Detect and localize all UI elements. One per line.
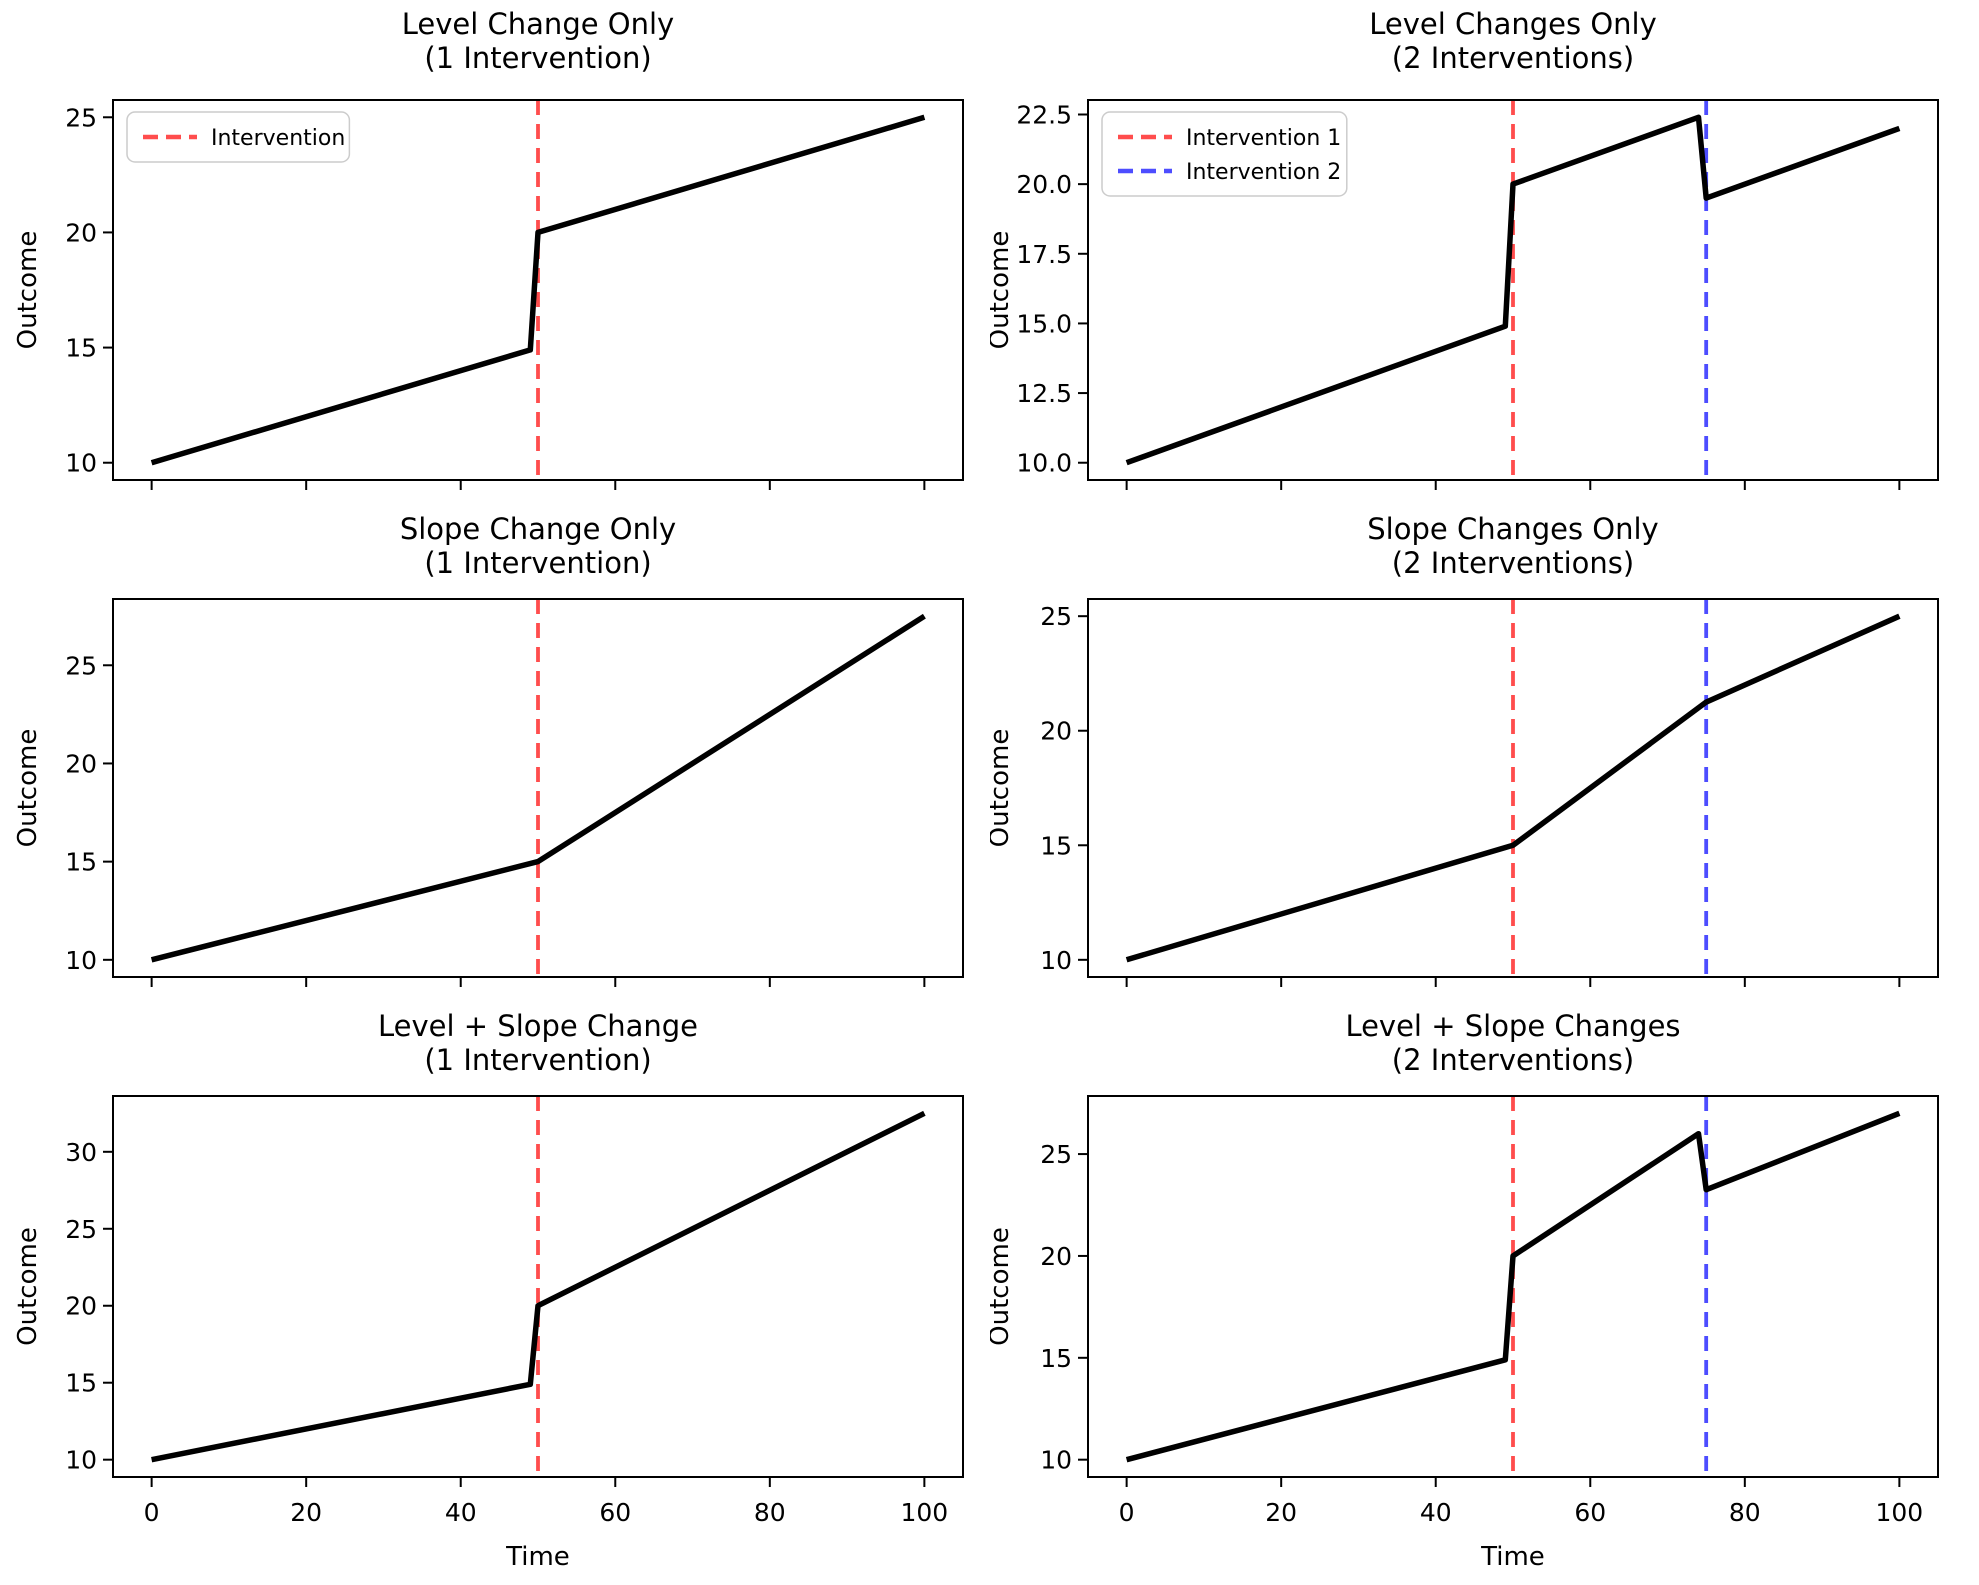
subplot-title-line2: (2 Interventions) xyxy=(1392,1043,1634,1077)
subplot-title-line1: Level Changes Only xyxy=(1369,7,1657,41)
subplot-level-slope-changes-2-interventions: Level + Slope Changes (2 Interventions) 10… xyxy=(985,992,1979,1585)
y-axis-tick-label: 25 xyxy=(1040,1140,1072,1169)
x-axis-label: Time xyxy=(505,1542,570,1572)
y-axis-label: Outcome xyxy=(13,729,43,848)
plot-frame xyxy=(112,1095,964,1478)
y-axis-tick-label: 15 xyxy=(65,1369,97,1398)
y-axis-tick-label: 10.0 xyxy=(1016,449,1072,478)
subplot-title-line1: Level Change Only xyxy=(402,7,674,41)
y-axis-tick-label: 30 xyxy=(65,1138,97,1167)
y-axis-tick-label: 20 xyxy=(65,749,97,778)
data-line-outcome xyxy=(150,613,926,963)
legend-box xyxy=(126,111,351,163)
chart-svg: Level + Slope Change(1 Intervention) 10 15… xyxy=(13,1009,964,1572)
plot-frame xyxy=(112,99,964,481)
subplot-title-line1: Slope Change Only xyxy=(400,512,676,546)
subplot-title-line1: Level + Slope Changes xyxy=(1345,1009,1680,1043)
y-axis-tick-label: 20 xyxy=(1040,1242,1072,1271)
y-axis-tick-label: 20 xyxy=(1040,717,1072,746)
chart-svg: Level + Slope Changes(2 Interventions) 10… xyxy=(985,1009,1939,1572)
y-axis-tick-label: 25 xyxy=(65,1215,97,1244)
legend-label: Intervention xyxy=(211,126,345,151)
subplot-title-line2: (2 Interventions) xyxy=(1392,41,1634,75)
legend-label: Intervention 2 xyxy=(1186,160,1341,185)
chart-svg: Level Changes Only(2 Interventions) 10.0 1… xyxy=(985,7,1939,490)
y-axis-label: Outcome xyxy=(13,231,43,350)
subplot-level-change-1-intervention: Level Change Only (1 Intervention) 10 15 20 2… xyxy=(0,0,990,495)
y-axis-label: Outcome xyxy=(990,729,1015,848)
y-axis-tick-label: 17.5 xyxy=(1016,240,1072,269)
y-axis-label: Outcome xyxy=(990,231,1015,350)
x-axis-tick-label: 40 xyxy=(445,1498,477,1527)
legend-box xyxy=(1101,111,1348,197)
x-axis-tick-label: 100 xyxy=(1876,1498,1924,1527)
legend: Intervention 1 Intervention 2 xyxy=(1101,111,1348,197)
y-axis-tick-label: 25 xyxy=(65,103,97,132)
y-axis-tick-label: 12.5 xyxy=(1016,379,1072,408)
data-line-outcome xyxy=(151,1110,926,1463)
y-axis-tick-label: 10 xyxy=(65,946,97,975)
plot-frame xyxy=(1087,1095,1939,1478)
subplot-title-line1: Level + Slope Change xyxy=(378,1009,698,1043)
y-axis-tick-label: 25 xyxy=(65,651,97,680)
x-axis-tick-label: 60 xyxy=(1574,1498,1606,1527)
x-axis-tick-label: 60 xyxy=(599,1498,631,1527)
subplot-title-line2: (2 Interventions) xyxy=(1392,546,1634,580)
x-axis-tick-label: 40 xyxy=(1420,1498,1452,1527)
chart-svg: Slope Changes Only(2 Interventions) 10 15 2… xyxy=(985,512,1939,987)
y-axis-tick-label: 10 xyxy=(65,449,97,478)
data-line-outcome xyxy=(150,114,926,466)
y-axis-label: Outcome xyxy=(13,1227,43,1346)
x-axis-tick-label: 20 xyxy=(290,1498,322,1527)
x-axis-tick-label: 20 xyxy=(1265,1498,1297,1527)
plot-frame xyxy=(1087,598,1939,978)
subplot-slope-change-1-intervention: Slope Change Only (1 Intervention) 10 15 20 2… xyxy=(0,495,990,992)
chart-svg: Slope Change Only(1 Intervention) 10 15 20 2… xyxy=(13,512,964,987)
y-axis-tick-label: 10 xyxy=(65,1446,97,1475)
y-axis-tick-label: 25 xyxy=(1040,602,1072,631)
subplot-slope-changes-2-interventions: Slope Changes Only (2 Interventions) 10 15 2… xyxy=(985,495,1979,992)
y-axis-tick-label: 15 xyxy=(1040,831,1072,860)
subplot-level-changes-2-interventions: Level Changes Only (2 Interventions) 10.0 1… xyxy=(985,0,1979,495)
x-axis-tick-label: 80 xyxy=(1729,1498,1761,1527)
data-line-outcome xyxy=(1125,114,1901,466)
data-line-outcome xyxy=(1125,1110,1901,1463)
y-axis-tick-label: 15 xyxy=(65,848,97,877)
y-axis-tick-label: 15 xyxy=(65,334,97,363)
legend: Intervention xyxy=(126,111,351,163)
x-axis-label: Time xyxy=(1480,1542,1545,1572)
subplot-title-line2: (1 Intervention) xyxy=(424,546,651,580)
subplot-level-slope-change-1-intervention: Level + Slope Change (1 Intervention) 10 15… xyxy=(0,992,990,1585)
y-axis-label: Outcome xyxy=(990,1227,1015,1346)
subplot-title-line2: (1 Intervention) xyxy=(424,1043,651,1077)
y-axis-tick-label: 15.0 xyxy=(1016,309,1072,338)
x-axis-tick-label: 80 xyxy=(754,1498,786,1527)
legend-label: Intervention 1 xyxy=(1186,126,1341,151)
subplot-title-line2: (1 Intervention) xyxy=(424,41,651,75)
x-axis-tick-label: 0 xyxy=(144,1498,160,1527)
x-axis-tick-label: 0 xyxy=(1119,1498,1135,1527)
chart-svg: Level Change Only(1 Intervention) 10 15 20 2… xyxy=(13,7,964,490)
x-axis-tick-label: 100 xyxy=(901,1498,949,1527)
subplot-title-line1: Slope Changes Only xyxy=(1367,512,1658,546)
y-axis-tick-label: 10 xyxy=(1040,946,1072,975)
y-axis-tick-label: 20 xyxy=(65,1292,97,1321)
data-line-outcome xyxy=(1125,613,1901,963)
y-axis-tick-label: 22.5 xyxy=(1016,100,1072,129)
plot-frame xyxy=(112,598,964,978)
y-axis-tick-label: 15 xyxy=(1040,1344,1072,1373)
y-axis-tick-label: 20 xyxy=(65,218,97,247)
y-axis-tick-label: 20.0 xyxy=(1016,170,1072,199)
plot-frame xyxy=(1087,99,1939,481)
y-axis-tick-label: 10 xyxy=(1040,1446,1072,1475)
